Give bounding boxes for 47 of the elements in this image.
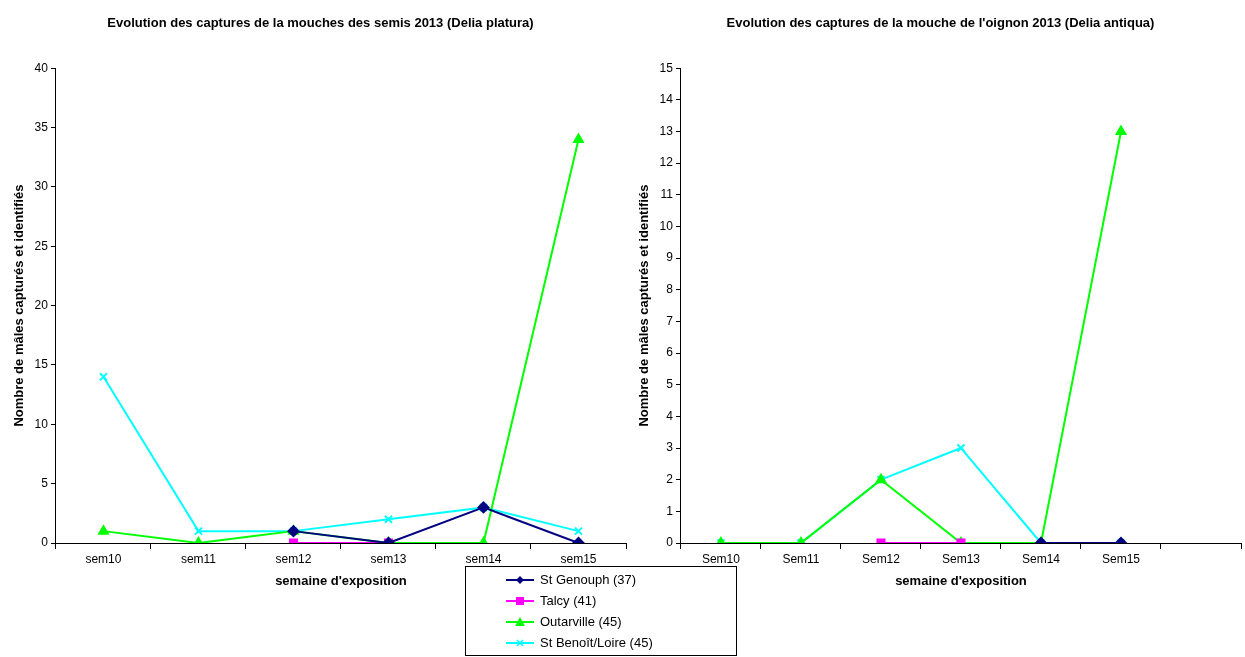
y-tick-label: 5 [41,475,49,490]
y-tick-label: 0 [41,535,49,550]
y-tick-label: 15 [34,357,49,372]
y-tick-label: 30 [34,179,49,194]
y-tick-label: 0 [666,535,674,550]
y-tick-label: 8 [666,282,674,297]
y-tick-label: 10 [659,218,674,233]
chart-title: Evolution des captures de la mouche de l'oignon 2013 (Delia antiqua) [725,14,1156,32]
x-tick-label: Sem12 [861,551,901,566]
x-tick-label: Sem15 [1101,551,1141,566]
y-tick-label: 10 [34,416,49,431]
x-axis-title: semaine d'exposition [895,572,1027,588]
y-tick-label: 11 [660,187,674,202]
y-tick-label: 4 [666,408,674,423]
x-tick-label: Sem14 [1021,551,1061,566]
legend-label: Talcy (41) [540,593,597,608]
x-tick-label: sem15 [560,551,597,566]
x-axis-title: semaine d'exposition [275,572,407,588]
x-tick-label: sem10 [85,551,122,566]
y-tick-label: 40 [34,60,49,75]
y-tick-label: 2 [666,472,674,487]
legend-label: St Genouph (37) [540,572,637,587]
y-tick-label: 13 [659,123,674,138]
x-tick-label: Sem13 [941,551,981,566]
y-axis-title: Nombre de mâles capturés et identifiés [11,184,27,427]
legend-label: St Benoît/Loire (45) [540,635,653,650]
x-tick-label: sem14 [465,551,502,566]
chart-title: Evolution des captures de la mouches des semis 2013 (Delia platura) [106,14,535,32]
y-tick-label: 35 [34,119,49,134]
y-tick-label: 15 [659,60,674,75]
y-axis-title: Nombre de mâles capturés et identifiés [636,184,652,427]
x-tick-label: sem13 [370,551,407,566]
y-tick-label: 5 [666,377,674,392]
y-tick-label: 9 [666,250,674,265]
y-tick-label: 6 [666,345,674,360]
legend-label: Outarville (45) [540,614,622,629]
y-tick-label: 12 [659,155,674,170]
x-tick-label: sem11 [180,551,217,566]
y-tick-label: 1 [666,503,674,518]
y-tick-label: 25 [34,238,49,253]
x-tick-label: Sem11 [782,551,820,566]
x-tick-label: Sem10 [701,551,741,566]
y-tick-label: 3 [666,440,674,455]
x-tick-label: sem12 [275,551,312,566]
y-tick-label: 7 [666,313,674,328]
y-tick-label: 14 [659,92,674,107]
y-tick-label: 20 [34,297,49,312]
